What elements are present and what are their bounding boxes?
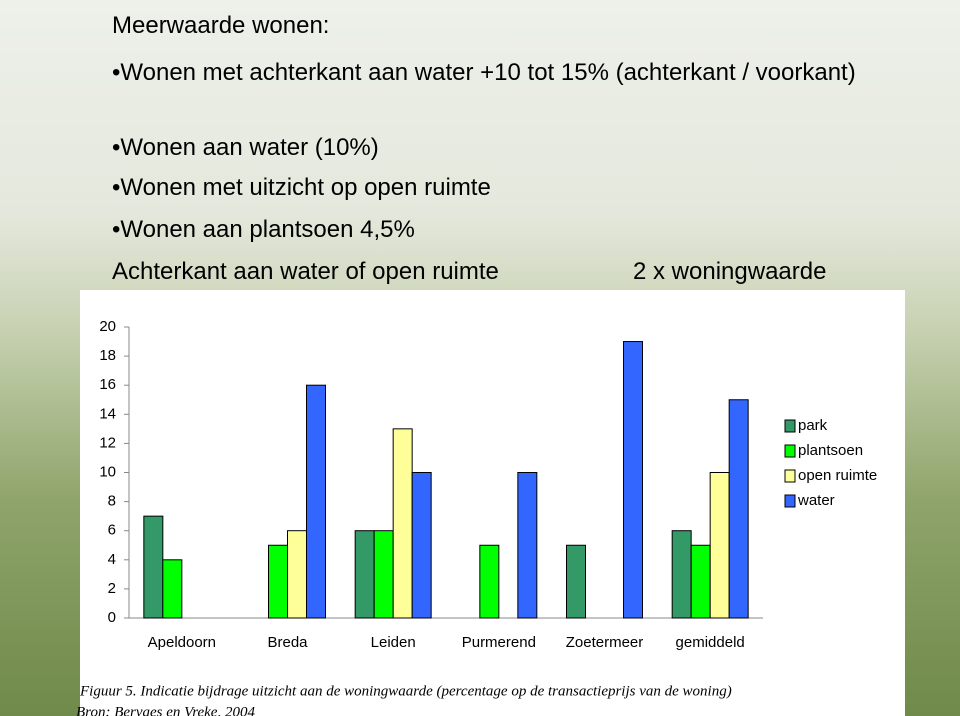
legend-swatch (784, 469, 796, 483)
bullet: •Wonen met achterkant aan water +10 tot … (112, 59, 856, 86)
legend-label: park (798, 417, 828, 434)
bar (479, 544, 500, 619)
bar (392, 428, 413, 619)
x-tick-label: gemiddeld (676, 634, 745, 651)
y-tick-label: 20 (99, 318, 116, 335)
bar (143, 515, 164, 619)
bar (566, 544, 586, 619)
x-tick-label: Zoetermeer (566, 634, 644, 651)
y-tick-label: 10 (99, 463, 116, 480)
bar (287, 530, 307, 619)
bar (411, 472, 432, 619)
y-tick-label: 2 (108, 580, 116, 597)
bar (671, 530, 692, 619)
bar (623, 341, 643, 619)
y-tick-label: 8 (108, 493, 116, 510)
x-tick-label: Purmerend (462, 634, 536, 651)
y-tick-label: 0 (108, 609, 116, 626)
source: Bron: Bervaes en Vreke, 2004 (76, 704, 255, 716)
bar (268, 544, 288, 619)
heading: Meerwaarde wonen: (112, 12, 330, 39)
bar (354, 530, 375, 619)
y-tick-label: 6 (108, 522, 116, 539)
bar (690, 544, 711, 619)
bar (517, 472, 538, 619)
chart-panel (80, 290, 905, 716)
legend-swatch (784, 419, 796, 433)
y-tick-label: 18 (99, 347, 116, 364)
x-tick-label: Breda (267, 634, 308, 651)
footer-text: Achterkant aan water of open ruimte (112, 258, 499, 285)
legend-label: open ruimte (798, 467, 877, 484)
legend-swatch (784, 494, 796, 508)
caption: Figuur 5. Indicatie bijdrage uitzicht aa… (79, 683, 732, 699)
y-tick-label: 14 (99, 405, 116, 422)
bar (306, 384, 326, 619)
legend-label: water (797, 492, 835, 509)
bullet: •Wonen aan water (10%) (112, 134, 379, 161)
legend-swatch (784, 444, 796, 458)
bar (373, 530, 394, 619)
y-tick-label: 12 (99, 434, 116, 451)
bullet: •Wonen met uitzicht op open ruimte (112, 174, 491, 201)
bullet: •Wonen aan plantsoen 4,5% (112, 216, 415, 243)
y-tick-label: 16 (99, 376, 116, 393)
bar (709, 472, 730, 619)
legend-label: plantsoen (798, 442, 863, 459)
y-tick-label: 4 (108, 551, 116, 568)
footer-text: 2 x woningwaarde (633, 258, 827, 285)
x-tick-label: Apeldoorn (148, 634, 216, 651)
bar (162, 559, 183, 619)
bar (728, 399, 749, 619)
x-tick-label: Leiden (371, 634, 416, 651)
